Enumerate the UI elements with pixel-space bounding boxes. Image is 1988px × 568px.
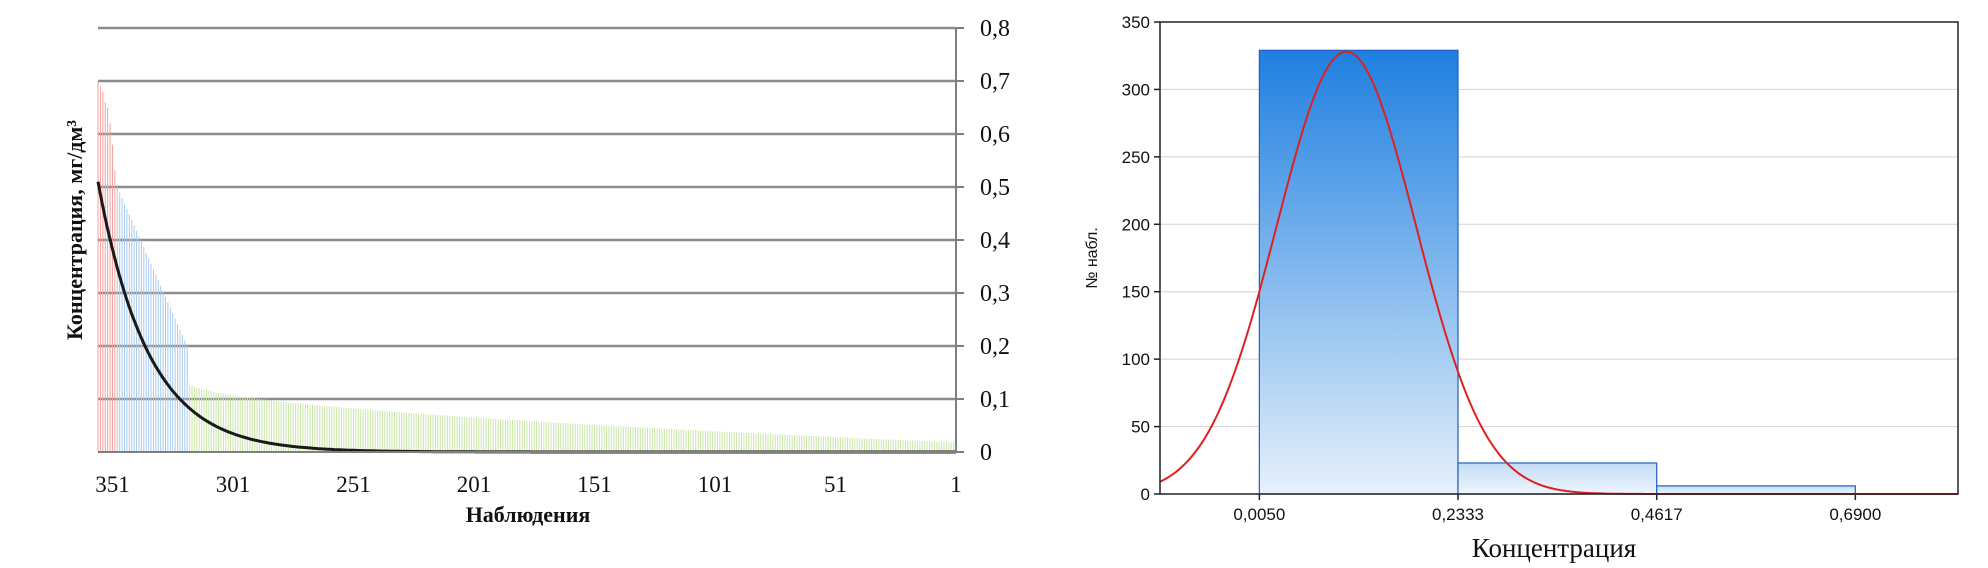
observations-chart: 0,80,70,60,50,40,30,20,10 351 301 251 201 15…: [0, 0, 1010, 568]
y-tick-label: 50: [1131, 418, 1150, 437]
y-tick-label: 0: [980, 440, 992, 466]
x-tick-label: 101: [698, 472, 733, 497]
x-tick-label: 51: [824, 472, 847, 497]
x-tick-labels: 0,0050 0,2333 0,4617 0,6900: [1233, 505, 1881, 524]
y-tick-label: 0: [1141, 485, 1150, 504]
x-tick-label: 201: [457, 472, 492, 497]
x-tick-label: 1: [950, 472, 962, 497]
x-tick-label: 0,2333: [1432, 505, 1484, 524]
y-tick-label: 200: [1122, 215, 1150, 234]
x-tick-labels: 351 301 251 201 151 101 51 1: [95, 472, 962, 497]
y-tick-label: 350: [1122, 13, 1150, 32]
histogram-chart: 0 50 100 150 200 250 300 350 0,0050 0,2333 0,4617…: [1000, 0, 1988, 568]
x-tick-label: 0,6900: [1829, 505, 1881, 524]
fitted-curve: [98, 182, 956, 452]
y-axis-label: Концентрация, мг/дм³: [62, 120, 87, 340]
histogram-bars: [1259, 50, 1855, 494]
x-tick-label: 301: [216, 472, 251, 497]
histogram-bar: [1657, 486, 1856, 494]
y-tick-label: 250: [1122, 148, 1150, 167]
observation-bars: [98, 81, 956, 452]
x-axis-label: Наблюдения: [466, 502, 591, 527]
y-tick-label: 100: [1122, 350, 1150, 369]
y-tick-label: 300: [1122, 80, 1150, 99]
x-tick-label: 0,0050: [1233, 505, 1285, 524]
x-tick-label: 351: [95, 472, 130, 497]
y-tick-labels: 0 50 100 150 200 250 300 350: [1122, 13, 1150, 504]
x-tick-label: 0,4617: [1631, 505, 1683, 524]
y-axis-label: № набл.: [1084, 227, 1101, 289]
x-axis-label: Концентрация: [1472, 533, 1636, 563]
grid-lines: [98, 28, 964, 452]
y-tick-label: 150: [1122, 283, 1150, 302]
x-tick-label: 151: [577, 472, 612, 497]
x-tick-label: 251: [336, 472, 371, 497]
